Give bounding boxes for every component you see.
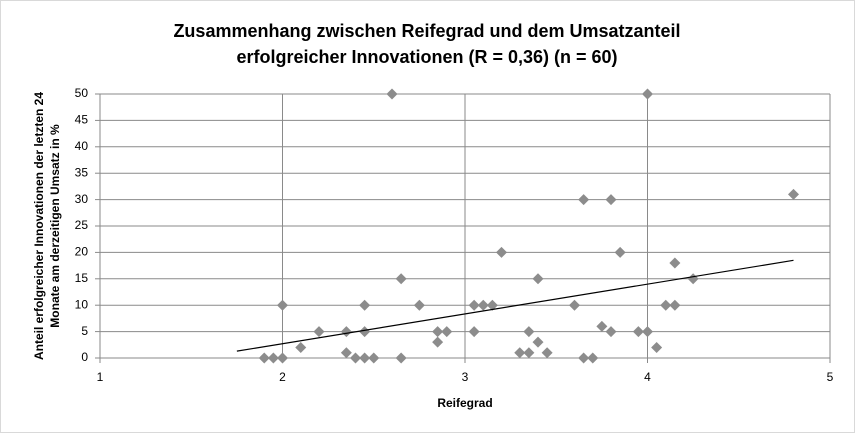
x-tick-label: 3 xyxy=(462,370,469,384)
x-tick-label: 4 xyxy=(644,370,651,384)
point xyxy=(313,326,325,338)
y-tick-label: 25 xyxy=(75,218,89,232)
y-tick-label: 45 xyxy=(75,113,89,127)
point xyxy=(587,352,599,364)
point xyxy=(413,299,425,311)
point xyxy=(359,299,371,311)
point xyxy=(368,352,380,364)
y-tick-label: 20 xyxy=(75,245,89,259)
point xyxy=(596,320,608,332)
point xyxy=(578,194,590,206)
y-tick-label: 40 xyxy=(75,139,89,153)
point xyxy=(441,326,453,338)
point xyxy=(486,299,498,311)
point xyxy=(359,326,371,338)
trendline xyxy=(236,259,794,352)
x-tick-label: 5 xyxy=(827,370,834,384)
point xyxy=(632,326,644,338)
point xyxy=(523,326,535,338)
point xyxy=(468,299,480,311)
point xyxy=(605,194,617,206)
point xyxy=(532,336,544,348)
point xyxy=(578,352,590,364)
point xyxy=(669,257,681,269)
point xyxy=(258,352,270,364)
point xyxy=(569,299,580,311)
y-tick-label: 0 xyxy=(81,350,88,364)
point xyxy=(514,347,526,359)
point xyxy=(614,246,626,258)
y-axis-label: Monate am derzeitigen Umsatz in % xyxy=(48,124,62,328)
x-tick-label: 2 xyxy=(279,370,286,384)
point xyxy=(477,299,489,311)
chart-title: erfolgreicher Innovationen (R = 0,36) (n… xyxy=(236,47,617,67)
chart-title: Zusammenhang zwischen Reifegrad und dem … xyxy=(173,21,680,41)
point xyxy=(295,341,307,353)
point xyxy=(386,88,398,100)
point xyxy=(660,299,672,311)
point xyxy=(277,352,288,364)
y-tick-label: 30 xyxy=(75,192,89,206)
point xyxy=(605,326,617,338)
point xyxy=(642,88,653,100)
y-tick-label: 10 xyxy=(75,297,89,311)
y-tick-label: 5 xyxy=(81,324,88,338)
point xyxy=(395,273,407,285)
point xyxy=(523,347,535,359)
point xyxy=(642,326,653,338)
point xyxy=(277,299,288,311)
point xyxy=(532,273,544,285)
point xyxy=(432,326,444,338)
y-axis-label: Anteil erfolgreicher Innovationen der le… xyxy=(32,92,46,360)
point xyxy=(468,326,480,338)
point xyxy=(267,352,279,364)
point xyxy=(496,246,507,258)
point xyxy=(651,341,663,353)
point xyxy=(395,352,407,364)
point xyxy=(350,352,361,364)
point xyxy=(340,347,352,359)
point xyxy=(541,347,553,359)
point xyxy=(432,336,444,348)
x-axis-label: Reifegrad xyxy=(437,396,492,410)
point xyxy=(669,299,681,311)
point xyxy=(340,326,352,338)
y-tick-label: 35 xyxy=(75,165,89,179)
point xyxy=(359,352,371,364)
point xyxy=(788,188,799,200)
y-tick-label: 15 xyxy=(75,271,89,285)
y-tick-label: 50 xyxy=(75,86,89,100)
x-tick-label: 1 xyxy=(97,370,104,384)
